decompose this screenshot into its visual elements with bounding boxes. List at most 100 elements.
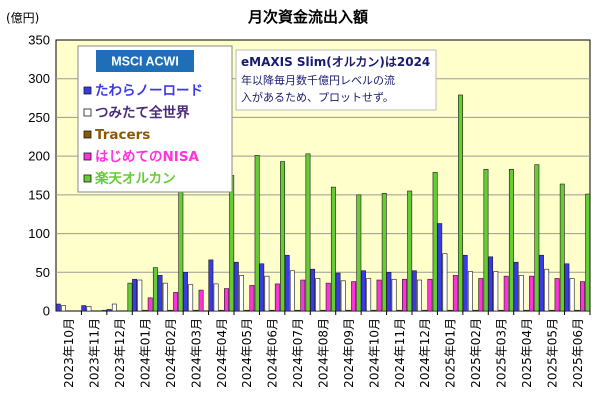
bar-つみたて全世界 — [467, 271, 473, 312]
bar-tracers — [574, 309, 580, 312]
bar-はじめてのnisa — [173, 292, 179, 312]
bar-たわらノーロード — [55, 303, 61, 312]
bar-tracers — [549, 309, 555, 312]
x-tick-label: 2024年08月 — [317, 318, 331, 388]
x-tick-label: 2023年12月 — [113, 318, 127, 388]
bar-つみたて全世界 — [289, 270, 295, 312]
bar-楽天オルカン — [330, 186, 336, 312]
y-tick-label: 250 — [28, 110, 50, 125]
bar-たわらノーロード — [183, 271, 188, 312]
bar-楽天オルカン — [127, 282, 133, 312]
legend-swatch — [83, 152, 92, 161]
bar-楽天オルカン — [559, 183, 565, 312]
bar-つみたて全世界 — [162, 282, 168, 312]
annotation: eMAXIS Slim(オルカン)は2024 年以降毎月数千億円レベルの流 入が… — [235, 49, 437, 111]
y-tick-label: 200 — [28, 149, 50, 164]
bar-tracers — [447, 309, 453, 312]
bar-つみたて全世界 — [569, 278, 575, 312]
y-tick-label: 300 — [28, 71, 50, 86]
annotation-line-1: 年以降毎月数千億円レベルの流 — [241, 73, 395, 87]
bar-たわらノーロード — [411, 270, 417, 312]
bar-楽天オルカン — [381, 193, 387, 312]
bar-たわらノーロード — [488, 256, 494, 312]
bar-楽天オルカン — [102, 309, 107, 312]
bar-はじめてのnisa — [503, 275, 509, 312]
x-tick-label: 2025年03月 — [495, 318, 509, 388]
bar-はじめてのnisa — [351, 281, 357, 312]
annotation-box — [235, 49, 437, 111]
chart-title: 月次資金流出入額 — [247, 8, 368, 26]
bar-つみたて全世界 — [137, 279, 143, 312]
bar-tracers — [218, 309, 224, 312]
bar-つみたて全世界 — [518, 275, 524, 312]
legend-header-box — [96, 50, 194, 72]
bar-tracers — [269, 309, 275, 312]
bar-たわらノーロード — [81, 305, 87, 312]
bar-楽天オルカン — [432, 172, 438, 312]
bar-tracers — [371, 309, 377, 312]
bar-たわらノーロード — [386, 271, 392, 312]
bar-たわらノーロード — [361, 270, 366, 312]
legend-swatch — [83, 174, 92, 183]
bar-はじめてのnisa — [147, 297, 153, 312]
bar-はじめてのnisa — [274, 283, 280, 312]
bar-たわらノーロード — [132, 278, 138, 312]
bar-tracers — [422, 309, 428, 312]
bar-はじめてのnisa — [325, 282, 331, 312]
bar-つみたて全世界 — [188, 284, 194, 312]
y-tick-label: 350 — [28, 33, 50, 48]
legend-swatch — [83, 86, 92, 95]
bar-はじめてのnisa — [402, 278, 407, 312]
annotation-line-2: 入があるため、プロットせず。 — [241, 90, 394, 104]
y-tick-label: 100 — [28, 226, 50, 241]
bar-つみたて全世界 — [213, 283, 219, 312]
y-axis-ticks: 0 50 100 150 200 250 300 350 — [28, 33, 50, 319]
bar-楽天オルカン — [280, 161, 285, 312]
bar-はじめてのnisa — [224, 288, 229, 312]
bar-つみたて全世界 — [493, 271, 499, 312]
bar-tracers — [473, 309, 479, 312]
bar-はじめてのnisa — [249, 285, 255, 312]
x-tick-label: 2024年10月 — [367, 318, 381, 388]
bar-たわらノーロード — [462, 254, 468, 312]
bar-つみたて全世界 — [315, 278, 321, 312]
bar-はじめてのnisa — [452, 275, 458, 312]
bar-tracers — [167, 309, 173, 312]
bar-たわらノーロード — [284, 254, 290, 312]
bar-たわらノーロード — [539, 254, 544, 312]
bar-tracers — [193, 309, 199, 312]
annotation-title: eMAXIS Slim(オルカン)は2024 — [241, 55, 430, 69]
bar-つみたて全世界 — [61, 305, 66, 312]
y-tick-label: 150 — [28, 187, 50, 202]
bar-楽天オルカン — [483, 169, 489, 312]
bar-tracers — [345, 309, 351, 312]
x-tick-label: 2025年06月 — [571, 318, 585, 388]
bar-たわらノーロード — [564, 263, 570, 312]
bar-tracers — [142, 309, 148, 312]
bar-楽天オルカン — [534, 164, 540, 312]
bar-つみたて全世界 — [111, 303, 117, 312]
bar-たわらノーロード — [208, 259, 214, 312]
bar-楽天オルカン — [407, 190, 413, 312]
bar-はじめてのnisa — [300, 279, 306, 312]
x-tick-label: 2024年07月 — [291, 318, 305, 388]
bar-はじめてのnisa — [554, 278, 560, 312]
bar-tracers — [244, 309, 250, 312]
x-tick-label: 2025年01月 — [444, 318, 458, 388]
x-tick-label: 2025年04月 — [520, 318, 534, 388]
bar-tracers — [396, 309, 402, 312]
bar-はじめてのnisa — [427, 278, 433, 312]
y-axis-unit-label: (億円) — [6, 11, 39, 25]
bar-つみたて全世界 — [264, 275, 270, 312]
legend-header: MSCI ACWI — [111, 55, 179, 69]
bar-はじめてのnisa — [198, 289, 204, 312]
x-tick-label: 2023年10月 — [62, 318, 76, 388]
bar-つみたて全世界 — [544, 268, 550, 312]
x-tick-label: 2024年04月 — [215, 318, 229, 388]
legend-label: はじめてのNISA — [95, 149, 200, 165]
y-tick-label: 50 — [36, 265, 50, 280]
bar-つみたて全世界 — [417, 279, 422, 312]
bar-つみたて全世界 — [86, 306, 92, 312]
